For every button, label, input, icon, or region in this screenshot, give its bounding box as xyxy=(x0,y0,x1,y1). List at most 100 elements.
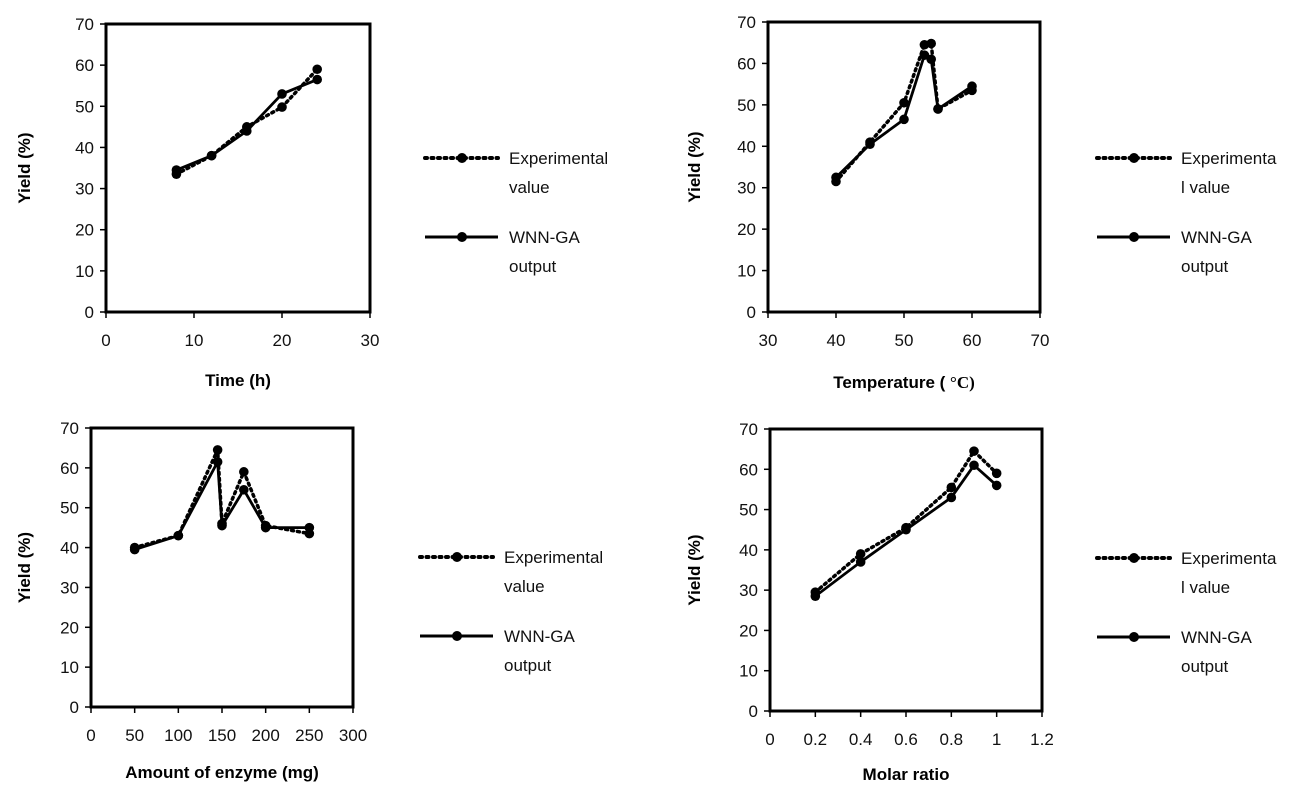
wnn-ga-point xyxy=(969,460,979,471)
wnn-ga-point xyxy=(212,457,223,467)
wnn-ga-point xyxy=(129,544,140,555)
x-tick-label: 40 xyxy=(827,331,846,350)
wnn-ga-point xyxy=(901,524,911,535)
wnn-ga-point xyxy=(173,530,184,541)
experimental-point xyxy=(926,38,936,49)
x-tick-label: 30 xyxy=(361,331,380,350)
x-tick-label: 50 xyxy=(125,726,144,745)
y-tick-label: 20 xyxy=(75,221,94,240)
wnn-ga-point xyxy=(304,522,315,533)
legend-marker xyxy=(457,232,467,242)
chart-molar-ratio: 0 10 20 30 40 50 60 70 0 0.2 0.4 0.6 0.8 1 1.2 Yield (%… xyxy=(660,395,1316,790)
y-tick-label: 50 xyxy=(737,96,756,115)
y-tick-label: 0 xyxy=(749,702,758,721)
y-tick-label: 0 xyxy=(85,303,94,322)
x-tick-label: 150 xyxy=(208,726,236,745)
experimental-point xyxy=(855,549,866,559)
wnn-ga-point xyxy=(946,492,957,503)
wnn-ga-point xyxy=(933,104,943,114)
wnn-ga-point xyxy=(242,126,252,136)
y-tick-label: 20 xyxy=(60,618,79,637)
y-tick-label: 70 xyxy=(737,13,756,32)
wnn-ga-point xyxy=(312,74,323,85)
legend-wnn-ga-label: output xyxy=(1181,657,1229,676)
legend-wnn-ga-label: WNN-GA xyxy=(509,228,580,247)
y-tick-label: 10 xyxy=(739,662,758,681)
wnn-ga-point xyxy=(926,54,936,65)
chart-molar-ratio-svg: 0 10 20 30 40 50 60 70 0 0.2 0.4 0.6 0.8 1 1.2 Yield (%… xyxy=(685,420,1277,784)
legend-experimental-label: Experimenta xyxy=(1181,149,1277,168)
legend-marker xyxy=(452,631,462,641)
legend-marker xyxy=(1129,153,1139,163)
x-axis-title: Molar ratio xyxy=(863,765,950,784)
plot-frame xyxy=(104,22,372,314)
y-tick-label: 70 xyxy=(60,419,79,438)
y-axis-title: Yield (%) xyxy=(15,532,34,603)
legend-wnn-ga-label: WNN-GA xyxy=(504,627,575,646)
legend-experimental-label: value xyxy=(509,178,550,197)
legend-experimental-label: Experimenta xyxy=(1181,549,1277,568)
legend-experimental-label: Experimental xyxy=(509,149,608,168)
legend-experimental-label: l value xyxy=(1181,578,1230,597)
y-tick-label: 50 xyxy=(75,97,94,116)
experimental-point xyxy=(969,446,979,456)
experimental-point xyxy=(312,64,323,75)
wnn-ga-series-line xyxy=(134,460,310,551)
y-tick-label: 40 xyxy=(60,539,79,558)
wnn-ga-series-line xyxy=(814,463,998,598)
x-axis-title: Time (h) xyxy=(205,371,271,390)
x-tick-label: 250 xyxy=(295,726,323,745)
experimental-series-line xyxy=(834,41,974,184)
x-tick-label: 60 xyxy=(963,331,982,350)
experimental-point xyxy=(239,467,249,477)
y-axis-title: Yield (%) xyxy=(685,131,704,202)
y-tick-label: 50 xyxy=(739,501,758,520)
x-tick-label: 0 xyxy=(86,726,95,745)
wnn-ga-point xyxy=(831,172,841,183)
y-tick-label: 10 xyxy=(75,262,94,281)
wnn-ga-point xyxy=(206,150,217,161)
chart-temperature: 0 10 20 30 40 50 60 70 30 40 50 60 70 Yield (%) Temper… xyxy=(660,0,1316,395)
x-tick-label: 0 xyxy=(101,331,110,350)
y-axis-title: Yield (%) xyxy=(15,132,34,203)
plot-frame xyxy=(766,20,1042,314)
y-tick-label: 60 xyxy=(737,54,756,73)
x-axis-title: Amount of enzyme (mg) xyxy=(125,763,319,782)
plot-frame xyxy=(768,427,1044,713)
y-tick-label: 10 xyxy=(737,262,756,281)
y-tick-label: 70 xyxy=(75,15,94,34)
experimental-point xyxy=(277,102,287,112)
x-tick-label: 0.6 xyxy=(894,730,918,749)
y-tick-label: 30 xyxy=(737,179,756,198)
legend-wnn-ga-label: output xyxy=(509,257,557,276)
y-tick-label: 10 xyxy=(60,658,79,677)
legend-marker xyxy=(452,552,462,562)
legend-experimental-label: value xyxy=(504,577,545,596)
x-tick-label: 1.2 xyxy=(1030,730,1054,749)
legend-wnn-ga-label: WNN-GA xyxy=(1181,228,1252,247)
legend-marker xyxy=(1129,632,1139,642)
experimental-series-line xyxy=(813,449,999,594)
experimental-point xyxy=(899,97,909,108)
wnn-ga-point xyxy=(865,139,875,150)
legend-wnn-ga-label: WNN-GA xyxy=(1181,628,1252,647)
y-tick-label: 40 xyxy=(737,137,756,156)
x-tick-label: 0.4 xyxy=(849,730,873,749)
experimental-series-line xyxy=(174,67,319,176)
chart-time: 0 10 20 30 40 50 60 70 0 10 20 30 Yield (%) Time (h) E… xyxy=(0,0,660,395)
wnn-ga-point xyxy=(277,89,287,99)
x-tick-label: 200 xyxy=(251,726,279,745)
y-axis-title: Yield (%) xyxy=(685,534,704,605)
chart-time-svg: 0 10 20 30 40 50 60 70 0 10 20 30 Yield (%) Time (h) E… xyxy=(15,15,608,390)
experimental-point xyxy=(946,482,957,493)
wnn-ga-point xyxy=(810,591,821,601)
plot-frame xyxy=(89,426,355,709)
chart-enzyme: 0 10 20 30 40 50 60 70 0 50 100 150 200 250 300 Yield (… xyxy=(0,395,660,790)
y-tick-label: 40 xyxy=(75,138,94,157)
wnn-ga-point xyxy=(855,557,866,567)
x-tick-label: 1 xyxy=(992,730,1001,749)
experimental-point xyxy=(212,445,223,455)
y-tick-label: 0 xyxy=(70,698,79,717)
x-tick-label: 0 xyxy=(765,730,774,749)
legend-experimental-label: l value xyxy=(1181,178,1230,197)
